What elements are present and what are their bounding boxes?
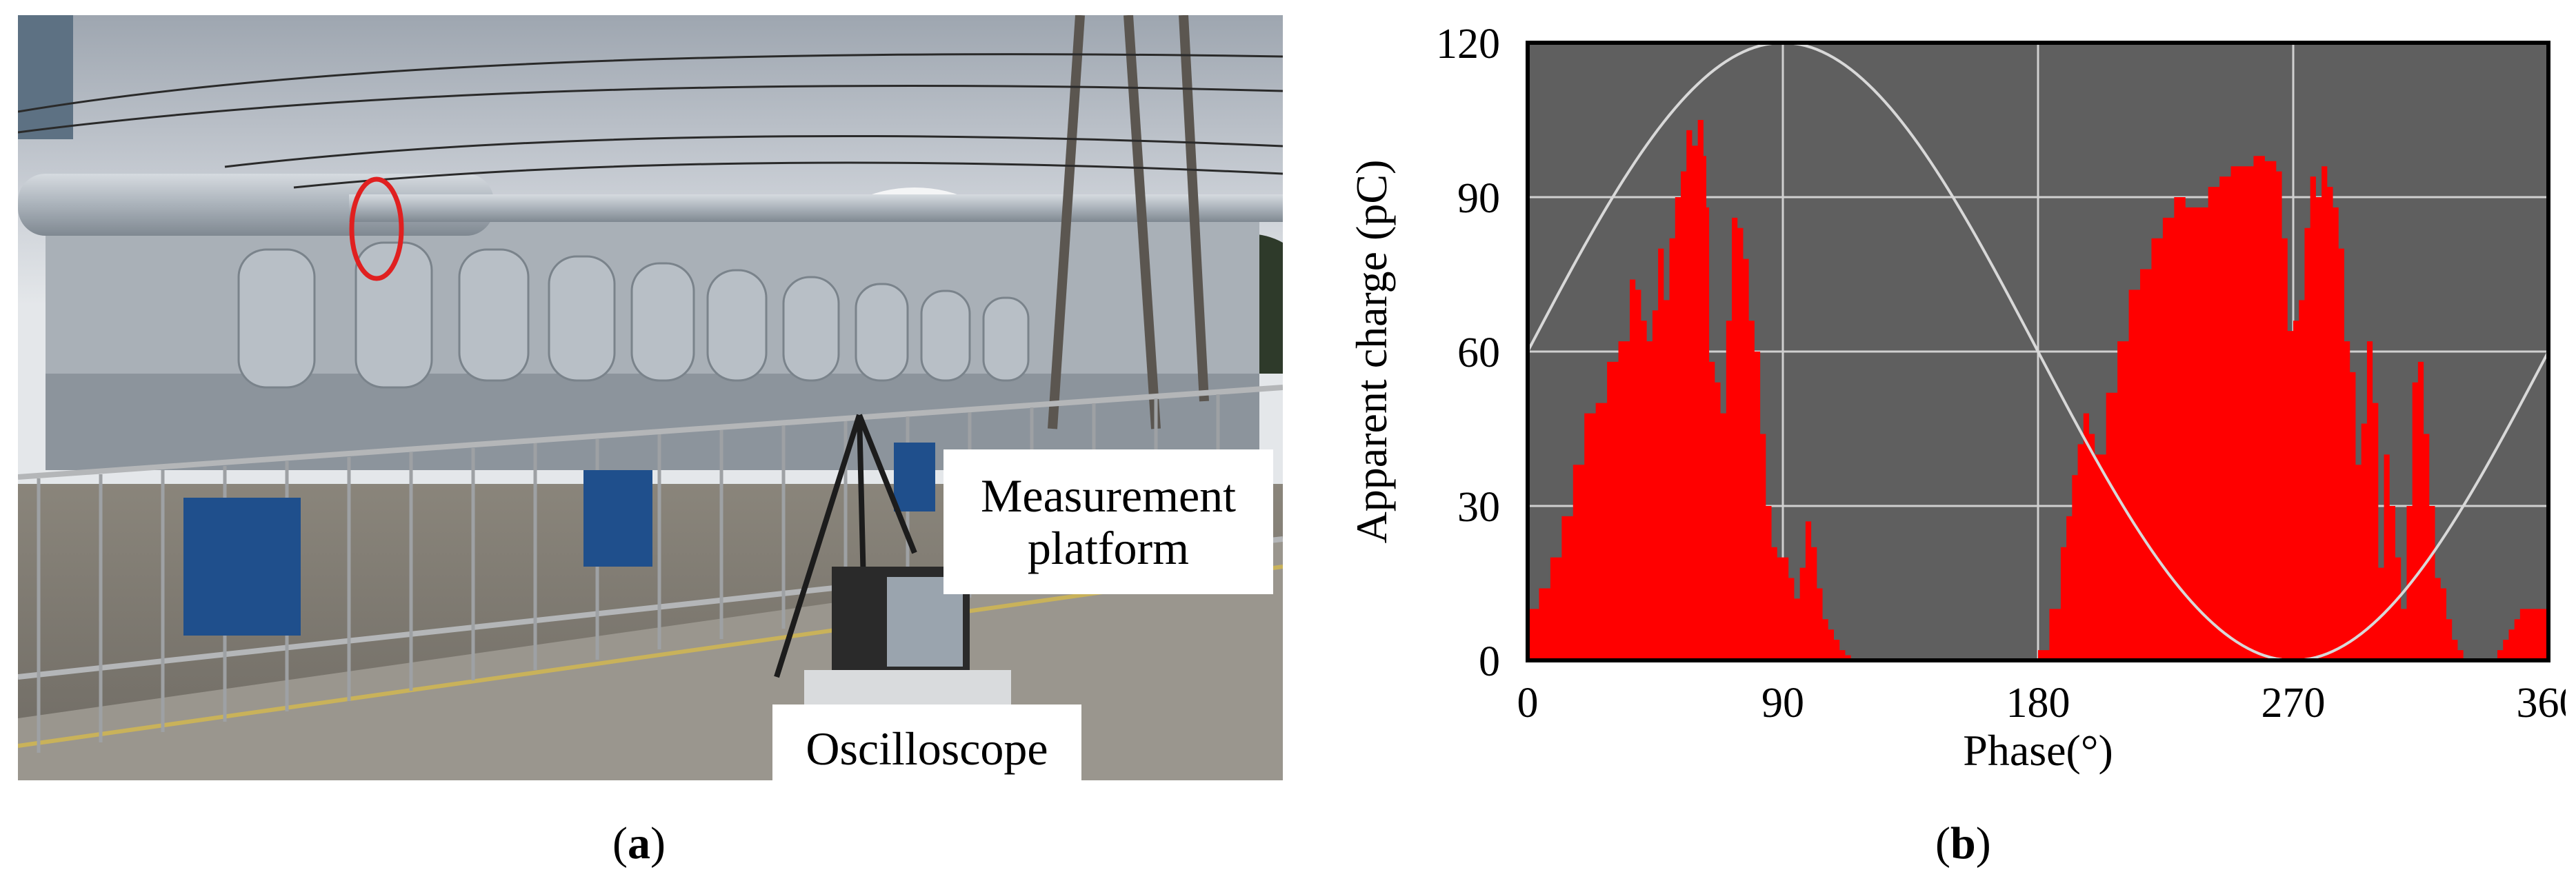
caption-b-close: ) [1975, 818, 1991, 869]
caption-b-open: ( [1935, 818, 1950, 869]
caption-a-close: ) [650, 818, 666, 869]
y-tick-label: 120 [1436, 21, 1500, 68]
x-tick-label: 360 [2517, 680, 2566, 727]
caption-a-open: ( [612, 818, 628, 869]
discharge-area-1 [1528, 120, 1868, 660]
panel-a-caption: (a) [612, 818, 666, 870]
x-tick-label: 90 [1761, 680, 1804, 727]
x-axis-label: Phase(°) [1963, 726, 2113, 775]
oscilloscope-label: Oscilloscope [772, 704, 1081, 780]
caption-a-letter: a [627, 818, 650, 869]
y-tick-label: 30 [1457, 484, 1500, 531]
y-tick-labels: 0 30 60 90 120 [1436, 21, 1500, 685]
reference-sine-curve [1526, 41, 2550, 662]
x-tick-labels: 0 90 180 270 360 [1517, 680, 2576, 727]
x-tick-label: 270 [2262, 680, 2326, 727]
x-tick-label: 180 [2006, 680, 2070, 727]
y-tick-label: 0 [1479, 638, 1500, 685]
prpd-chart: 0 90 180 270 360 0 30 60 90 120 Phase(°) Apparen… [1347, 14, 2576, 800]
measurement-label-line2: platform [1027, 522, 1190, 574]
substation-photo: Measurement platform Oscilloscope [18, 15, 1283, 780]
measurement-platform-label: Measurement platform [943, 449, 1273, 594]
y-axis-label: Apparent charge (pC) [1352, 160, 1396, 544]
y-tick-label: 60 [1457, 329, 1500, 376]
caption-b-letter: b [1950, 818, 1976, 869]
x-tick-label: 0 [1517, 680, 1539, 727]
panel-b-caption: (b) [1935, 818, 1991, 870]
plot-frame [1526, 41, 2550, 662]
prpd-chart-svg: 0 90 180 270 360 0 30 60 90 120 Phase(°) Apparen… [1347, 21, 2576, 775]
measurement-label-line1: Measurement [980, 469, 1237, 522]
y-tick-label: 90 [1457, 175, 1500, 222]
